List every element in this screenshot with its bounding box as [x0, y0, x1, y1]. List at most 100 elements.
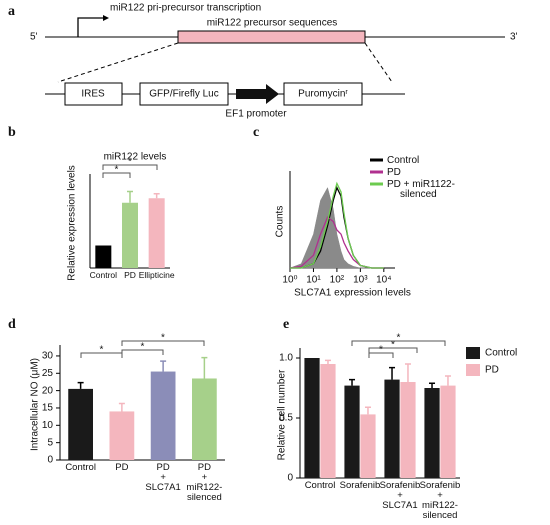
legend-label: Control: [387, 155, 419, 166]
line: [290, 181, 384, 269]
significance-bracket: [368, 347, 418, 353]
x-tick-label: Control: [65, 463, 96, 473]
legend-label: PD: [387, 167, 401, 178]
label: Puromycinʳ: [298, 89, 348, 100]
significance-label: *: [379, 345, 383, 356]
x-tick-label-box: Control: [65, 463, 96, 473]
panel-label: d: [8, 317, 16, 332]
significance-label: *: [391, 340, 395, 351]
significance-bracket: [121, 340, 205, 346]
label: EF1 promoter: [225, 109, 287, 120]
error-bar: [444, 375, 451, 386]
significance-label: *: [100, 345, 104, 356]
panel-a: a miR122 pri-precursor transcription 5' …: [8, 3, 518, 120]
dashed-line: [57, 42, 179, 83]
error-bar: [118, 402, 125, 412]
significance-bracket: [121, 349, 164, 355]
error-bar: [389, 366, 396, 380]
significance-label: *: [161, 333, 165, 344]
x-tick-label: PD: [115, 463, 129, 473]
significance-bracket: [368, 352, 394, 358]
y-tick-label: 0: [47, 455, 53, 466]
y-tick-label: 25: [42, 368, 54, 379]
dashed-line: [364, 42, 393, 83]
y-tick-label: 0: [287, 473, 293, 484]
error-bar: [127, 190, 133, 203]
significance-bracket: [351, 340, 446, 346]
error-bar: [77, 381, 84, 389]
y-tick-label: 1.0: [279, 353, 293, 364]
error-bar: [324, 359, 331, 364]
error-bar: [153, 193, 160, 199]
x-tick-label: Sorafenib + miR122- silenced: [419, 481, 461, 521]
x-tick-label: PD + SLC7A1: [145, 463, 181, 493]
y-tick-label: 0.5: [279, 413, 293, 424]
x-axis-label: SLC7A1 expression levels: [294, 288, 411, 299]
x-tick-label-box: PD + miR122- silenced: [186, 463, 223, 503]
area: [289, 187, 384, 269]
error-bar: [364, 406, 371, 415]
bar: [424, 388, 440, 478]
panel-label: b: [8, 125, 16, 140]
bar: [122, 202, 138, 268]
significance-label: *: [128, 157, 132, 168]
y-axis-label: Relative cell number: [277, 369, 288, 460]
y-tick-label: 5: [47, 437, 53, 448]
bar: [95, 245, 112, 268]
chart-title: miR122 levels: [104, 152, 167, 163]
x-tick-label-box: PD: [115, 463, 129, 473]
error-bar: [160, 360, 167, 372]
x-tick-label: Sorafenib: [339, 481, 381, 491]
x-tick-label: Ellipticine: [138, 271, 175, 280]
bar: [344, 385, 360, 478]
arrow-head: [103, 15, 109, 21]
error-bar: [349, 378, 356, 386]
label: GFP/Firefly Luc: [149, 89, 218, 100]
bar: [360, 414, 376, 478]
x-tick-label-box: Control: [305, 481, 336, 490]
bar: [192, 378, 217, 460]
significance-bracket: [102, 164, 158, 170]
legend-label: PD: [485, 365, 499, 376]
x-tick-label-box: Control: [90, 271, 117, 279]
significance-label: *: [115, 165, 119, 176]
y-tick-label: 10: [42, 420, 54, 431]
bar: [109, 411, 135, 460]
significance-bracket: [80, 352, 123, 358]
y-tick-label: 20: [42, 385, 54, 396]
label: 5': [30, 32, 38, 43]
y-tick-label: 15: [42, 403, 54, 414]
y-axis-label: Intracellular NO (μM): [30, 358, 41, 451]
error-bar: [404, 363, 411, 382]
label: 3': [510, 32, 518, 43]
box: [283, 82, 363, 106]
x-tick-label-box: PD: [124, 271, 136, 279]
bar: [400, 382, 416, 478]
promoter-arrow: [236, 84, 279, 104]
y-axis-label: Relative expression levels: [67, 165, 78, 281]
arrow: [77, 17, 103, 37]
x-tick-label: Sorafenib + SLC7A1: [379, 481, 421, 511]
x-tick-label-box: PD + SLC7A1: [145, 463, 181, 493]
bar: [320, 364, 336, 478]
precursor-box: [177, 30, 366, 44]
significance-bracket: [102, 172, 131, 178]
bar: [304, 358, 320, 478]
x-tick-label-box: Sorafenib + SLC7A1: [379, 481, 421, 511]
box: [64, 82, 123, 106]
x-tick-label-box: Sorafenib: [339, 481, 381, 491]
x-tick-label: PD + miR122- silenced: [186, 463, 223, 503]
legend-label: PD + miR1122-silenced: [387, 179, 455, 200]
legend-swatch: [466, 364, 480, 376]
bar: [148, 198, 165, 268]
x-tick-label-box: Ellipticine: [138, 271, 175, 280]
bar: [68, 388, 93, 460]
x-tick-label: 10²: [330, 275, 345, 286]
y-axis-label: Counts: [275, 206, 286, 238]
box: [139, 82, 229, 106]
panel-label: e: [283, 317, 289, 332]
significance-label: *: [397, 333, 401, 344]
bar: [384, 379, 400, 478]
error-bar: [201, 356, 208, 379]
x-tick-label-box: Sorafenib + miR122- silenced: [419, 481, 461, 521]
